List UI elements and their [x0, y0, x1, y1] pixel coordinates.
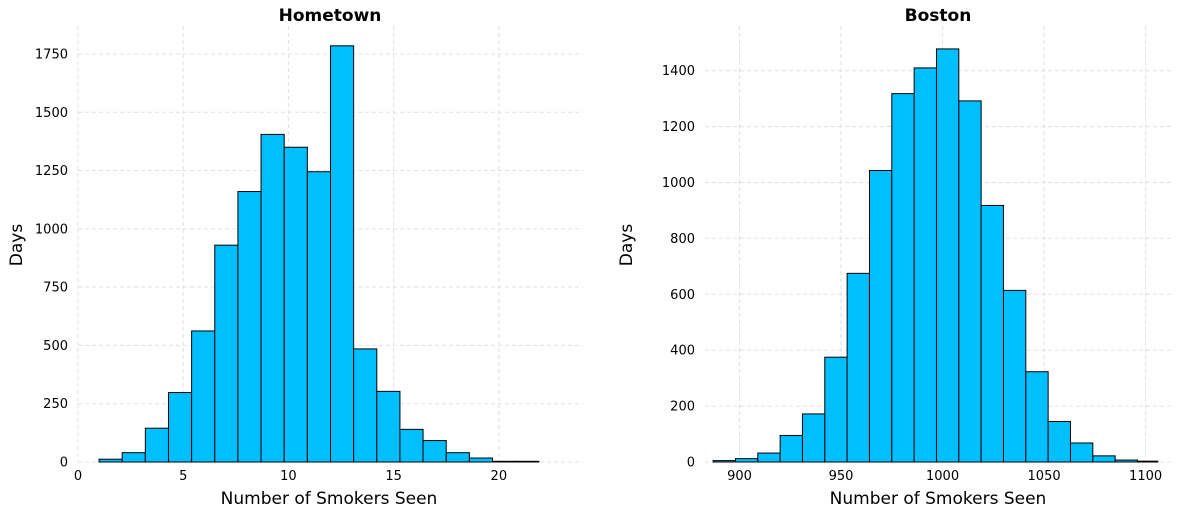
histogram-bar-10: [935, 48, 960, 463]
histogram-bar-2: [144, 427, 169, 463]
histogram-bar-5: [214, 244, 239, 463]
histogram-bar-6: [237, 191, 262, 463]
histogram-bar-13: [1002, 289, 1027, 463]
y-tick-label: 0: [60, 456, 68, 471]
x-tick-label: 900: [727, 469, 752, 484]
hometown-histogram: Hometown Number of Smokers Seen Days 0 25…: [7, 6, 583, 509]
y-tick-label: 250: [43, 397, 68, 412]
x-tick-label: 20: [491, 469, 508, 484]
histogram-bar-4: [801, 413, 826, 463]
x-tick-label: 0: [74, 469, 82, 484]
y-tick-label: 1500: [35, 106, 68, 121]
histogram-bar-15: [445, 452, 470, 463]
y-tick-label: 1250: [35, 164, 68, 179]
y-tick-label: 1000: [662, 176, 695, 191]
histogram-bar-17: [1092, 455, 1116, 463]
histogram-bar-0: [712, 460, 736, 463]
histogram-bar-17: [492, 460, 517, 463]
bars: [712, 48, 1159, 463]
histogram-bar-12: [376, 390, 401, 463]
tick-labels: 0 200 400 600 800 1000 1200 1400 900 950 1000 1050 1…: [662, 64, 1162, 484]
x-tick-label: 10: [280, 469, 297, 484]
histogram-bar-10: [330, 45, 355, 463]
histogram-bar-9: [913, 67, 937, 463]
histogram-bar-16: [1069, 442, 1094, 463]
y-axis-label: Days: [617, 224, 637, 267]
chart-title: Hometown: [279, 6, 382, 26]
histogram-bar-13: [399, 428, 424, 463]
histogram-bar-5: [824, 356, 848, 463]
histogram-bar-14: [1025, 371, 1049, 463]
histogram-bar-18: [515, 460, 540, 463]
x-tick-label: 15: [385, 469, 402, 484]
x-tick-label: 1100: [1129, 469, 1162, 484]
histogram-bar-0: [98, 458, 123, 463]
boston-histogram: Boston Number of Smokers Seen Days 0 200 4…: [617, 6, 1172, 509]
histogram-bar-3: [779, 434, 803, 463]
bars: [98, 45, 540, 463]
y-tick-label: 1400: [662, 64, 695, 79]
histogram-bar-16: [468, 457, 494, 463]
tick-labels: 0 250 500 750 1000 1250 1500 1750 0 5 10 15 20: [35, 47, 507, 484]
histogram-bar-18: [1114, 459, 1138, 463]
histogram-bar-1: [734, 458, 759, 463]
x-tick-label: 950: [829, 469, 854, 484]
y-axis-label: Days: [7, 224, 27, 267]
histogram-bar-8: [283, 146, 308, 463]
x-tick-label: 5: [179, 469, 187, 484]
histogram-bar-8: [891, 93, 915, 463]
chart-title: Boston: [905, 6, 972, 26]
y-tick-label: 500: [43, 339, 68, 354]
x-tick-label: 1000: [926, 469, 959, 484]
y-tick-label: 400: [670, 344, 695, 359]
histogram-bar-7: [868, 169, 893, 463]
histogram-bar-2: [757, 452, 781, 463]
histogram-bar-11: [958, 100, 982, 463]
y-tick-label: 0: [687, 456, 695, 471]
y-tick-label: 1750: [35, 47, 68, 62]
x-axis-label: Number of Smokers Seen: [221, 489, 438, 509]
histogram-bar-19: [1136, 460, 1159, 463]
histogram-bar-1: [121, 452, 146, 463]
y-tick-label: 750: [43, 281, 68, 296]
y-tick-label: 600: [670, 288, 695, 303]
x-tick-label: 1050: [1028, 469, 1061, 484]
histogram-bar-7: [260, 133, 285, 463]
y-tick-label: 1200: [662, 120, 695, 135]
histogram-bar-15: [1047, 420, 1071, 463]
x-axis-label: Number of Smokers Seen: [830, 489, 1047, 509]
histogram-bar-4: [191, 330, 216, 463]
histogram-bar-11: [353, 348, 378, 463]
histogram-bar-3: [167, 392, 193, 463]
histogram-bar-12: [980, 204, 1004, 463]
y-tick-label: 1000: [35, 222, 68, 237]
y-tick-label: 200: [670, 400, 695, 415]
histogram-bar-14: [422, 440, 447, 463]
histogram-bar-6: [846, 272, 870, 463]
y-tick-label: 800: [670, 232, 695, 247]
histogram-bar-9: [306, 171, 331, 463]
